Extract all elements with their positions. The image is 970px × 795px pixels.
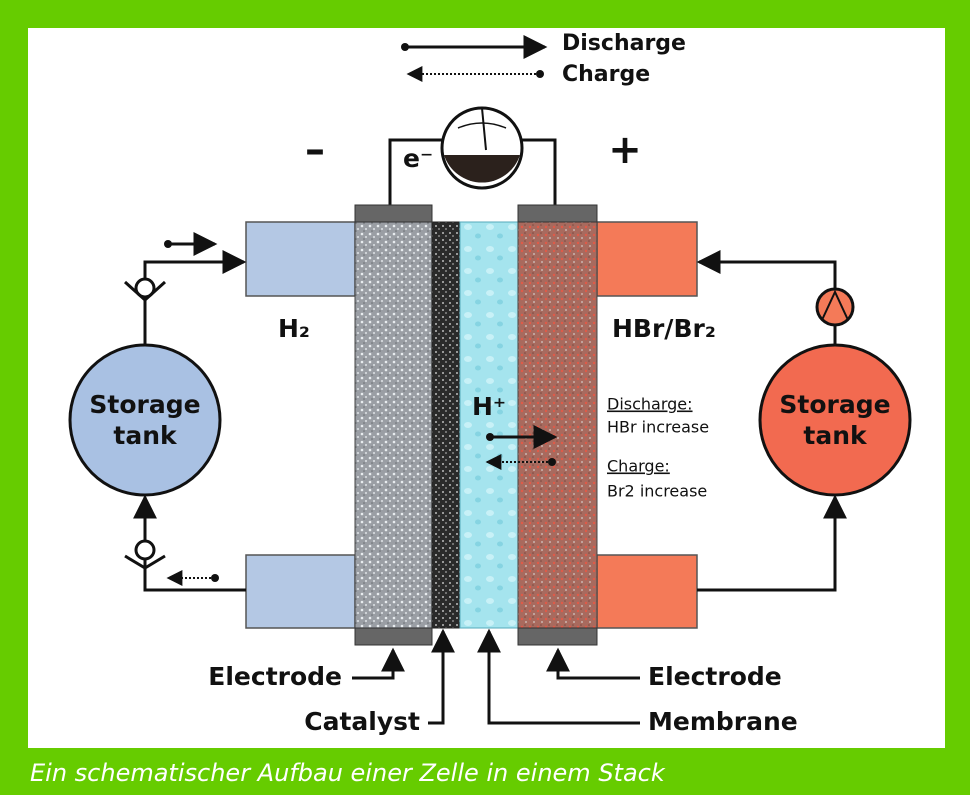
cell	[245, 204, 698, 646]
caption: Ein schematischer Aufbau einer Zelle in …	[30, 759, 666, 787]
legend: Discharge Charge	[401, 31, 686, 87]
charge-title: Charge:	[607, 457, 670, 476]
pointers	[352, 628, 640, 725]
membrane-label: Membrane	[648, 707, 798, 736]
negative-sign: –	[305, 127, 325, 173]
proton-arrows	[485, 425, 558, 470]
proton-label: H⁺	[472, 392, 506, 421]
electron-label: e⁻	[403, 144, 433, 173]
legend-discharge: Discharge	[562, 31, 686, 56]
circuit	[388, 106, 557, 205]
right-tank-line2: tank	[803, 421, 868, 450]
left-loop	[68, 232, 247, 592]
right-tank-line1: Storage	[779, 390, 890, 419]
left-tank-line1: Storage	[89, 390, 200, 419]
left-fluid-label: H₂	[278, 314, 310, 343]
positive-sign: +	[608, 127, 642, 173]
charge-text: Br2 increase	[607, 482, 707, 501]
discharge-text: HBr increase	[607, 418, 709, 437]
right-fluid-label: HBr/Br₂	[612, 314, 716, 343]
left-tank-line2: tank	[113, 421, 178, 450]
right-loop	[696, 250, 912, 592]
right-electrode-label: Electrode	[648, 662, 782, 691]
legend-charge: Charge	[562, 62, 650, 87]
catalyst-label: Catalyst	[304, 707, 420, 736]
left-electrode-label: Electrode	[208, 662, 342, 691]
discharge-title: Discharge:	[607, 395, 693, 414]
